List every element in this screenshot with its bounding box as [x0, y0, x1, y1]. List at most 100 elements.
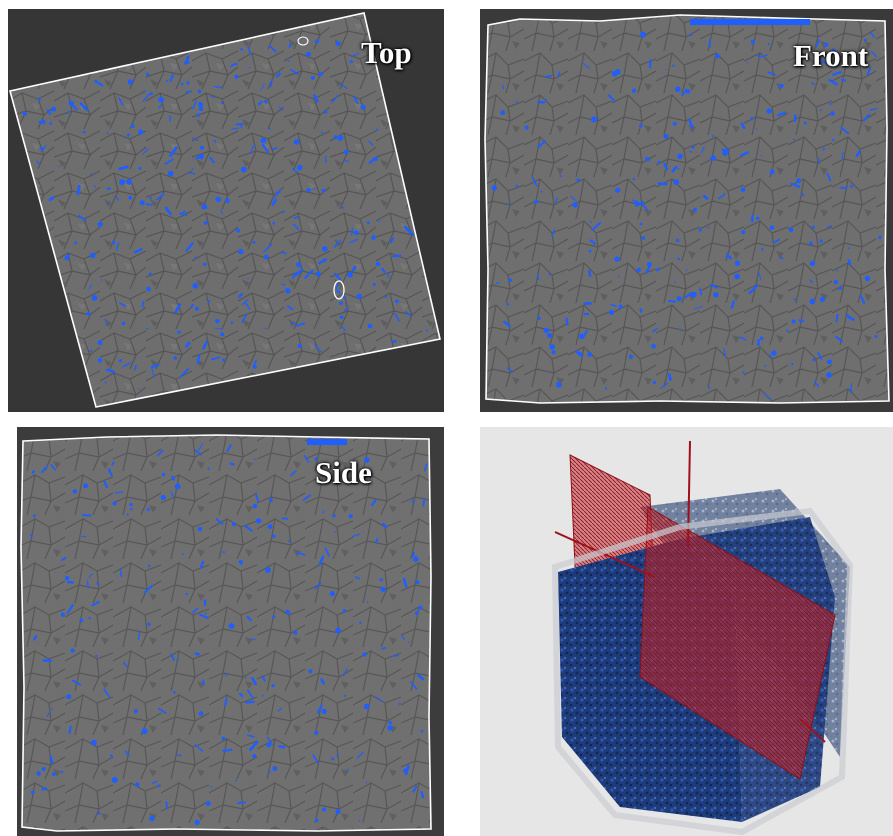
pore-speck [812, 358, 816, 362]
pore-speck [235, 63, 238, 66]
pore-speck [146, 286, 152, 292]
pore-speck [870, 32, 876, 38]
pore-speck [780, 256, 784, 260]
pore-speck [677, 153, 683, 160]
pore-speck [278, 745, 286, 749]
pore-speck [315, 39, 319, 44]
pore-speck [841, 151, 844, 161]
pore-speck [321, 131, 323, 134]
pore-speck [342, 668, 349, 677]
pore-speck [215, 327, 223, 330]
pore-speck [272, 766, 278, 772]
pore-speck [740, 187, 746, 193]
pore-speck [149, 815, 155, 822]
pore-outline [297, 36, 309, 46]
pore-speck [266, 742, 272, 748]
pore-speck [194, 819, 200, 825]
pore-speck [165, 79, 169, 82]
pore-speck [260, 83, 265, 91]
pore-speck [239, 692, 244, 698]
pore-speck [506, 367, 514, 373]
pore-speck [122, 661, 128, 668]
pore-speck [588, 269, 592, 278]
pore-speck [420, 791, 425, 799]
pore-speck [384, 296, 388, 299]
front-view-label: Front [793, 38, 869, 73]
pore-speck [292, 168, 298, 173]
pore-speck [827, 359, 832, 365]
pore-speck [71, 679, 82, 686]
pore-speck [855, 150, 861, 158]
pore-speck [840, 78, 847, 82]
pore-speck [51, 772, 56, 776]
pore-speck [565, 317, 569, 326]
pore-speck [60, 612, 66, 617]
pore-speck [524, 125, 529, 130]
pore-speck [707, 226, 710, 229]
pore-speck [380, 586, 386, 593]
pore-speck [771, 350, 777, 356]
pore-speck [37, 97, 41, 102]
pore-speck [142, 93, 151, 102]
pore-speck [721, 148, 730, 152]
pore-speck [764, 364, 767, 367]
pore-speck [353, 95, 359, 104]
pore-speck [118, 359, 122, 363]
pore-speck [285, 288, 291, 294]
pore-speck [359, 621, 362, 624]
pore-speck [286, 610, 291, 615]
pore-speck [350, 53, 359, 57]
pore-speck [204, 612, 207, 615]
pore-speck [639, 222, 643, 226]
pore-speck [591, 221, 602, 231]
pore-speck [850, 184, 853, 188]
pore-speck [304, 269, 314, 279]
pore-speck [306, 188, 311, 193]
pore-speck [89, 349, 93, 353]
pore-speck [641, 203, 649, 211]
pore-speck [240, 166, 247, 173]
pore-speck [811, 225, 815, 229]
front-slice-image [480, 9, 893, 412]
pore-speck [107, 468, 113, 477]
pore-speck [734, 273, 740, 280]
pore-speck [158, 96, 165, 103]
pore-speck [66, 254, 70, 258]
pore-speck [685, 269, 688, 271]
pore-speck [232, 522, 236, 527]
pore-speck [321, 708, 327, 714]
pore-speck [575, 350, 584, 358]
pore-speck [647, 261, 652, 267]
pore-speck [141, 728, 148, 735]
pore-speck [308, 669, 313, 674]
pore-speck [313, 344, 323, 353]
pore-speck [554, 197, 559, 204]
pore-speck [315, 271, 321, 277]
pore-speck [177, 330, 181, 334]
pore-speck [91, 739, 97, 746]
pore-speck [51, 106, 57, 112]
pore-speck [79, 102, 89, 112]
pore-speck [38, 120, 41, 124]
pore-speck [203, 220, 208, 225]
pore-speck [31, 470, 36, 474]
pore-speck [691, 145, 695, 149]
pore-speck [207, 467, 210, 470]
front-sample-outline [484, 14, 890, 404]
pore-speck [828, 78, 838, 86]
pore-speck [324, 547, 330, 557]
pore-speck [252, 503, 258, 509]
pore-speck [267, 524, 273, 530]
side-sample-outline [20, 434, 432, 832]
pore-speck [767, 42, 770, 46]
pore-speck [42, 658, 52, 663]
pore-speck [185, 90, 192, 94]
cube-outer-hull [551, 507, 854, 836]
pore-speck [127, 79, 133, 85]
pore-speck [49, 122, 53, 125]
pore-speck [548, 272, 551, 276]
pore-speck [265, 567, 271, 573]
pore-speck [639, 308, 643, 313]
front-view-panel: Front [480, 9, 893, 412]
pore-speck [230, 62, 237, 68]
